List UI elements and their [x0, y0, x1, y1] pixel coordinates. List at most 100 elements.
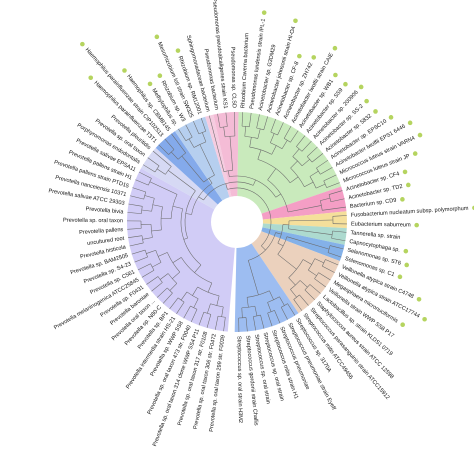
leaf-label: Rhizobium Caverna bacterium	[240, 33, 250, 109]
branch-segment	[245, 317, 248, 332]
branch-segment	[308, 269, 317, 276]
leaf-marker-dot	[416, 296, 422, 302]
branch-segment	[223, 126, 226, 137]
branch-segment	[130, 195, 144, 200]
branch-segment	[202, 132, 207, 142]
branch-segment	[159, 273, 169, 280]
branch-segment	[331, 238, 346, 241]
branch-segment	[198, 312, 205, 326]
leaf-labels: Prevotella sp. oral taxon 299 str. F0039…	[48, 0, 469, 447]
branch-segment	[183, 305, 191, 319]
branch-segment	[302, 259, 312, 265]
branch-segment	[326, 182, 340, 188]
branch-segment	[277, 242, 284, 247]
clade-sector-yellow	[262, 211, 348, 229]
branch-arc	[219, 126, 228, 128]
branch-arc	[190, 305, 198, 310]
branch-segment	[299, 294, 309, 306]
leaf-marker-dot	[412, 151, 418, 156]
leaf-marker-dot	[157, 73, 163, 78]
branch-segment	[152, 150, 172, 167]
branch-segment	[299, 280, 308, 288]
branch-segment	[158, 144, 169, 155]
branch-segment	[188, 138, 195, 148]
branch-arc	[227, 187, 272, 247]
branch-segment	[277, 122, 284, 136]
branch-segment	[135, 179, 149, 186]
branch-segment	[141, 209, 152, 212]
branch-segment	[316, 159, 329, 169]
branch-segment	[283, 126, 292, 139]
branch-segment	[260, 314, 265, 329]
clade-sector-pink	[261, 186, 347, 220]
leaf-marker-dot	[364, 98, 369, 104]
branch-segment	[249, 112, 252, 127]
branch-segment	[289, 176, 299, 184]
branch-segment	[172, 271, 180, 279]
leaf-marker-dot	[417, 132, 423, 138]
branch-segment	[128, 235, 143, 238]
branch-segment	[217, 113, 221, 128]
branch-segment	[261, 245, 266, 251]
leaf-label: Prevotella sp. oral taxon	[63, 218, 123, 225]
branch-segment	[304, 181, 314, 188]
branch-arc	[316, 167, 321, 175]
branch-segment	[257, 149, 262, 160]
branch-segment	[241, 112, 244, 127]
leaf-marker-dot	[343, 81, 348, 87]
branch-segment	[149, 181, 178, 195]
branch-segment	[200, 117, 207, 132]
branch-arc	[151, 198, 155, 212]
leaf-marker-dot	[405, 182, 411, 188]
branch-segment	[293, 299, 303, 311]
branch-segment	[275, 193, 281, 198]
clade-sector-pseudomonas	[213, 112, 239, 197]
branch-segment	[281, 140, 288, 149]
branch-segment	[286, 236, 330, 250]
branch-arc	[157, 276, 163, 283]
branch-segment	[127, 228, 142, 230]
branch-arc	[193, 141, 206, 148]
branch-segment	[246, 297, 249, 308]
branch-segment	[221, 306, 224, 317]
branch-segment	[322, 206, 347, 211]
leaf-marker-dot	[358, 84, 364, 90]
leaf-marker-dot	[332, 45, 338, 51]
clade-sector-teal	[262, 223, 347, 245]
branch-segment	[209, 115, 225, 172]
branch-arc	[241, 305, 255, 309]
branch-segment	[158, 252, 168, 257]
leaf-marker-dot	[373, 109, 378, 114]
branch-segment	[267, 312, 273, 327]
branch-segment	[151, 282, 163, 292]
branch-arc	[154, 165, 160, 173]
branch-segment	[131, 249, 146, 255]
branch-segment	[151, 229, 162, 232]
branch-arc	[181, 257, 212, 284]
branch-arc	[148, 178, 152, 186]
branch-arc	[223, 169, 233, 172]
leaf-label: Prevotella bivia	[85, 206, 124, 215]
branch-segment	[162, 292, 173, 304]
branch-arc	[288, 259, 304, 278]
branch-segment	[180, 291, 188, 301]
branch-segment	[328, 190, 343, 195]
clade-sector-blue2	[261, 227, 345, 262]
leaf-label: Prevotella pallens	[79, 227, 124, 236]
branch-segment	[314, 278, 326, 288]
branch-segment	[290, 289, 297, 298]
branch-segment	[263, 116, 268, 130]
leaf-marker-dot	[88, 75, 94, 81]
branch-segment	[314, 258, 324, 264]
branch-arc	[270, 142, 283, 149]
branch-segment	[225, 183, 228, 190]
branch-segment	[132, 187, 146, 193]
branch-segment	[128, 203, 143, 207]
branch-segment	[207, 282, 213, 293]
branch-segment	[152, 262, 162, 268]
branch-arc	[323, 180, 327, 188]
branch-segment	[267, 168, 277, 181]
branch-segment	[254, 306, 258, 316]
branch-segment	[288, 277, 296, 286]
branch-segment	[168, 170, 196, 191]
